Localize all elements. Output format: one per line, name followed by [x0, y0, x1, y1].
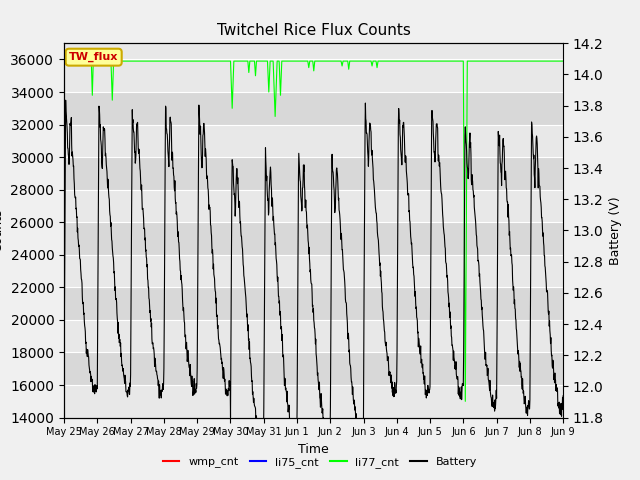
Y-axis label: Battery (V): Battery (V)	[609, 196, 623, 264]
Bar	[64, 222, 563, 255]
Bar	[64, 255, 563, 288]
Y-axis label: Counts: Counts	[0, 209, 4, 252]
Bar	[64, 125, 563, 157]
Bar	[64, 157, 563, 190]
Bar	[64, 352, 563, 385]
Bar	[64, 288, 563, 320]
Bar	[64, 60, 563, 92]
Bar	[64, 320, 563, 352]
Title: Twitchel Rice Flux Counts: Twitchel Rice Flux Counts	[217, 23, 410, 38]
Bar	[64, 92, 563, 125]
Legend: wmp_cnt, li75_cnt, li77_cnt, Battery: wmp_cnt, li75_cnt, li77_cnt, Battery	[158, 452, 482, 472]
Bar	[64, 190, 563, 222]
Bar	[64, 385, 563, 418]
Text: TW_flux: TW_flux	[69, 52, 118, 62]
X-axis label: Time: Time	[298, 443, 329, 456]
